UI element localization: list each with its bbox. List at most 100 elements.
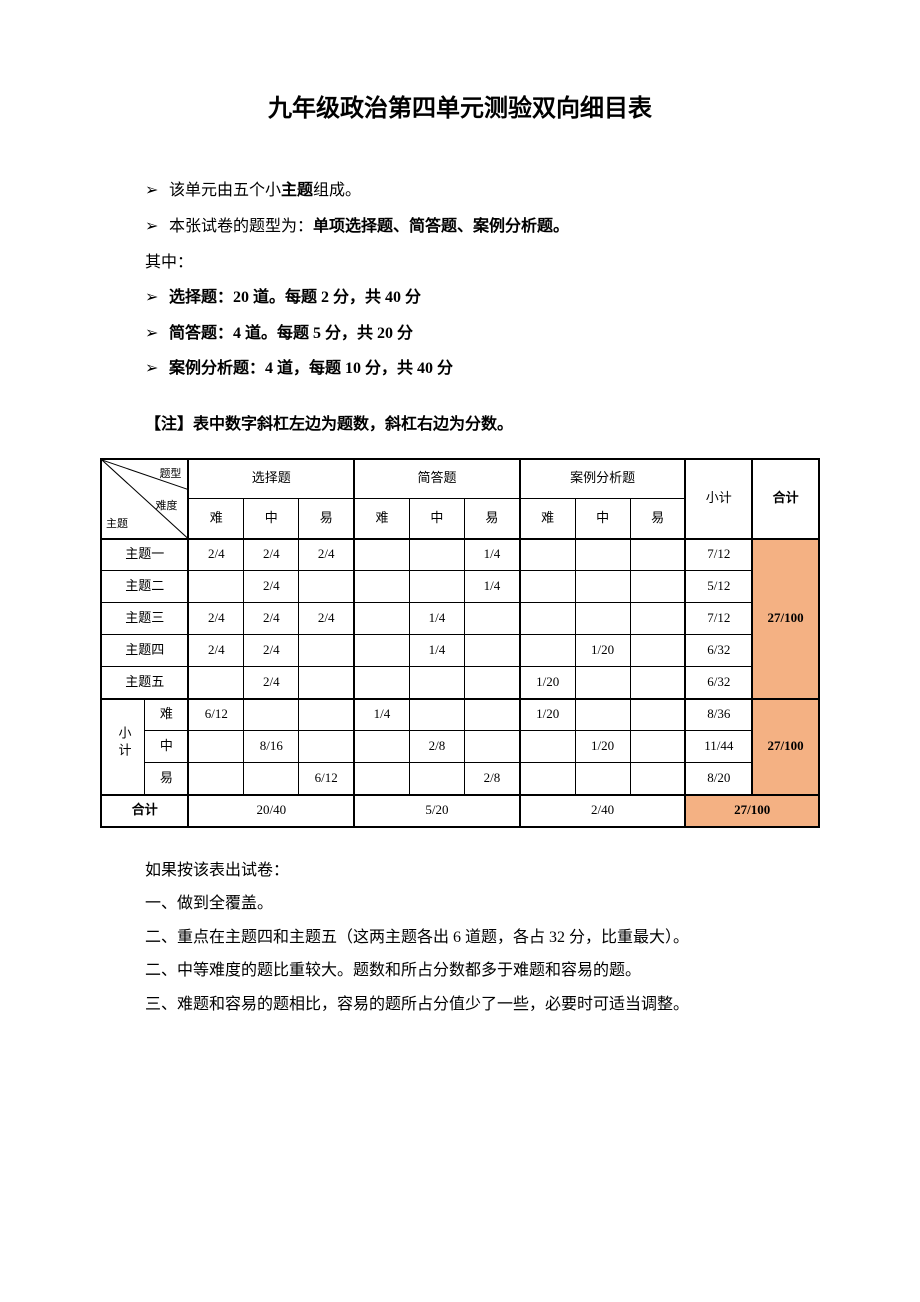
cell: 2/4 [244,539,299,571]
cell [299,571,354,603]
diff-header: 易 [299,499,354,539]
cell: 1/4 [409,635,464,667]
cell: 8/36 [685,699,752,731]
arrow-icon: ➢ [145,285,165,311]
cell [630,667,685,699]
cell [575,763,630,795]
cell: 1/20 [520,699,575,731]
cell: 2/8 [409,731,464,763]
cell: 6/12 [188,699,243,731]
total-header: 合计 [752,459,819,539]
cell: 2/4 [244,635,299,667]
footer-line: 三、难题和容易的题相比，容易的题所占分值少了一些，必要时可适当调整。 [145,992,820,1018]
diff-header: 中 [409,499,464,539]
cell [520,603,575,635]
cell [465,635,520,667]
cell: 2/4 [244,571,299,603]
cell: 6/32 [685,635,752,667]
text: 本张试卷的题型为： [169,218,313,235]
footer-line: 二、中等难度的题比重较大。题数和所占分数都多于难题和容易的题。 [145,958,820,984]
cell [299,731,354,763]
cell [575,603,630,635]
cell [630,731,685,763]
note: 【注】表中数字斜杠左边为题数，斜杠右边为分数。 [100,412,820,438]
cell [520,731,575,763]
bullet-item: ➢ 该单元由五个小主题组成。 [145,178,820,204]
cell: 5/12 [685,571,752,603]
row-label: 主题五 [101,667,188,699]
cell: 1/20 [520,667,575,699]
cell [465,699,520,731]
row-label: 主题三 [101,603,188,635]
cell [465,667,520,699]
cell [354,603,409,635]
sub-diff: 难 [145,699,189,731]
text: 组成。 [313,182,361,199]
footer-line: 如果按该表出试卷： [145,858,820,884]
cell: 1/20 [575,635,630,667]
cell [575,699,630,731]
cell [409,667,464,699]
cell [354,635,409,667]
diag-difficulty: 难度 [155,498,177,516]
cell [575,539,630,571]
cell: 2/4 [188,539,243,571]
cell: 1/4 [465,539,520,571]
diff-header: 难 [520,499,575,539]
cell [299,635,354,667]
cell [630,603,685,635]
cell [409,763,464,795]
bullet-item: ➢ 简答题：4 道。每题 5 分，共 20 分 [145,321,820,347]
group-header: 简答题 [354,459,520,499]
cell [354,571,409,603]
text-bold: 案例分析题：4 道，每题 10 分，共 40 分 [169,360,453,377]
diff-header: 难 [188,499,243,539]
cell: 2/4 [244,603,299,635]
sub-diff: 中 [145,731,189,763]
diff-header: 难 [354,499,409,539]
cell [630,539,685,571]
group-header: 选择题 [188,459,354,499]
cell [188,667,243,699]
sub-total: 27/100 [752,699,819,795]
cell [630,763,685,795]
cell [354,667,409,699]
group-header: 案例分析题 [520,459,686,499]
cell [520,635,575,667]
text-bold: 选择题：20 道。每题 2 分，共 40 分 [169,289,421,306]
diff-header: 中 [575,499,630,539]
bullet-item: ➢ 本张试卷的题型为：单项选择题、简答题、案例分析题。 [145,214,820,240]
row-label: 主题一 [101,539,188,571]
diff-header: 易 [630,499,685,539]
cell [188,731,243,763]
cell [520,763,575,795]
arrow-icon: ➢ [145,356,165,382]
text: 该单元由五个小 [169,182,281,199]
arrow-icon: ➢ [145,214,165,240]
diag-type: 题型 [159,466,181,484]
cell [354,731,409,763]
cell [520,539,575,571]
cell [409,699,464,731]
cell [630,699,685,731]
bullet-item: 其中： [145,250,820,276]
cell [465,731,520,763]
cell: 7/12 [685,603,752,635]
footer-line: 二、重点在主题四和主题五（这两主题各出 6 道题，各占 32 分，比重最大）。 [145,925,820,951]
totals-cell: 5/20 [354,795,520,827]
cell: 6/12 [299,763,354,795]
text-bold: 主题 [281,182,313,199]
text-bold: 单项选择题、简答题、案例分析题。 [313,218,569,235]
totals-label: 合计 [101,795,188,827]
subtotal-label: 小计 [101,699,145,795]
bullet-item: ➢ 选择题：20 道。每题 2 分，共 40 分 [145,285,820,311]
cell [244,699,299,731]
cell: 1/4 [354,699,409,731]
cell: 2/4 [244,667,299,699]
cell: 2/8 [465,763,520,795]
cell [299,699,354,731]
cell [188,763,243,795]
sub-diff: 易 [145,763,189,795]
cell: 1/4 [465,571,520,603]
cell [354,539,409,571]
